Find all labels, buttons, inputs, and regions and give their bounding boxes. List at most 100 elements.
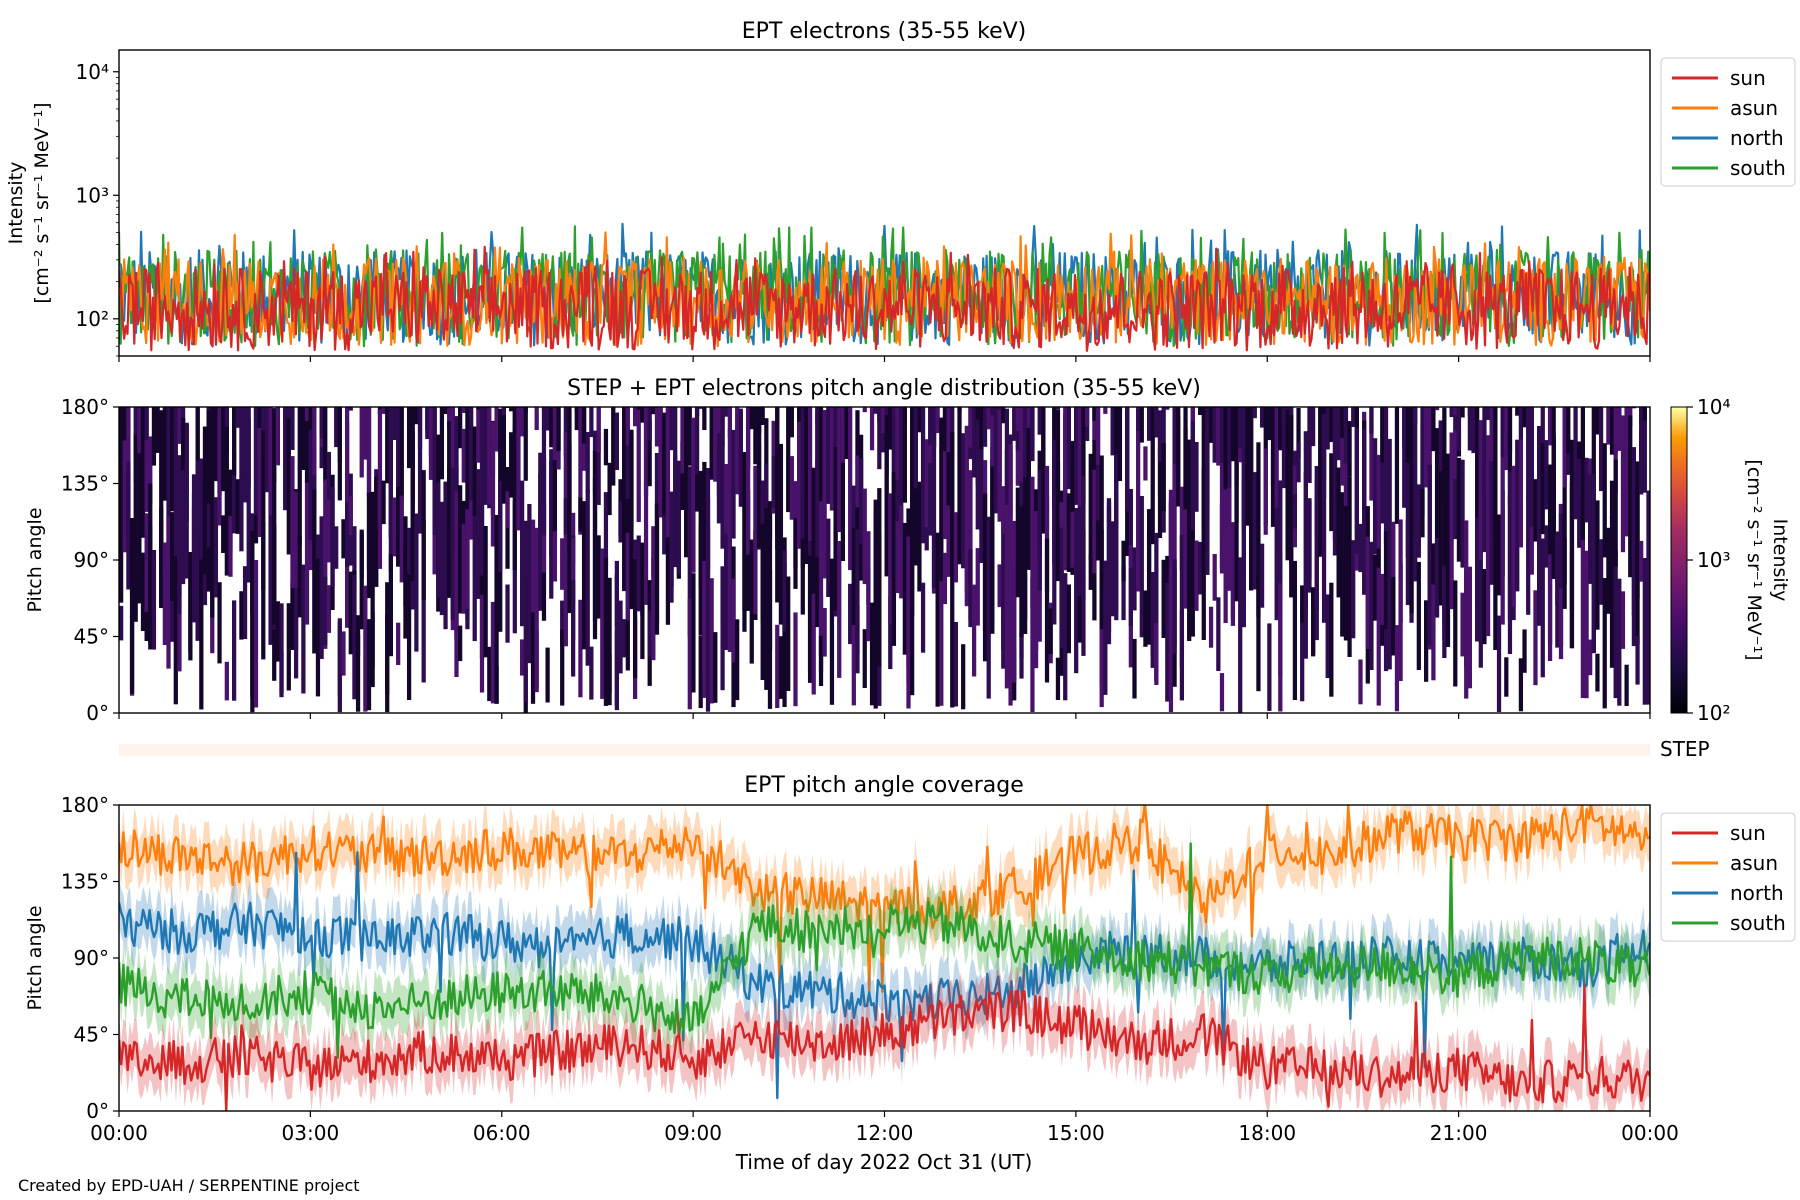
- pad-cell: [837, 407, 842, 533]
- pad-cell: [516, 407, 521, 531]
- pad-cell: [705, 527, 711, 712]
- pad-cell: [210, 439, 215, 618]
- pad-cell: [1500, 407, 1505, 458]
- pad-cell: [1343, 407, 1349, 571]
- pad-cell: [775, 407, 780, 550]
- pad-cell: [1026, 466, 1031, 528]
- pad-cell: [665, 407, 671, 545]
- pad-cell: [1595, 653, 1600, 692]
- pad-cell: [523, 520, 528, 702]
- pad-cell: [191, 508, 197, 623]
- pad-cell: [1482, 407, 1487, 498]
- pad-cell: [869, 407, 875, 451]
- pad-cell: [873, 541, 878, 709]
- pad-cell: [501, 407, 506, 504]
- pad-cell: [910, 492, 915, 616]
- pad-cell: [702, 407, 707, 430]
- pad-cell: [166, 516, 171, 669]
- pad-cell: [1099, 455, 1104, 630]
- pad-cell: [1427, 464, 1432, 646]
- pad-cell: [388, 407, 393, 572]
- pad-cell: [950, 432, 955, 557]
- pad-cell: [640, 407, 645, 423]
- pad-cell: [862, 407, 867, 413]
- pad-cell: [1580, 535, 1585, 698]
- pad-cell: [694, 407, 700, 478]
- panel-coverage: EPT pitch angle coverage 0° 45° 90° 135° 180…: [24, 773, 1796, 1174]
- pad-cell: [1445, 573, 1451, 647]
- pad-cell: [1598, 539, 1604, 605]
- pad-cell: [833, 407, 838, 499]
- pad-cell: [632, 407, 638, 427]
- pad-cell: [159, 519, 164, 608]
- pad-cell: [694, 474, 700, 512]
- pad-cell: [1004, 557, 1010, 689]
- pad-cell: [1533, 479, 1538, 542]
- pad-cell: [476, 555, 481, 599]
- pad-cell: [840, 407, 846, 561]
- pad-cell: [1416, 561, 1421, 670]
- pad-cell: [1278, 480, 1283, 617]
- pad-cell: [1004, 505, 1010, 617]
- panel1-ytick-label: 10²: [76, 307, 109, 331]
- pad-cell: [571, 579, 576, 641]
- pad-cell: [877, 488, 882, 667]
- pad-cell: [527, 504, 532, 664]
- pad-cell: [1114, 453, 1119, 621]
- pad-cell: [1128, 567, 1133, 627]
- pad-cell: [618, 600, 623, 674]
- panel-pad: STEP + EPT electrons pitch angle distrib…: [24, 376, 1791, 725]
- pad-cell: [953, 512, 959, 583]
- pad-cell: [1613, 459, 1618, 567]
- pad-cell: [148, 436, 153, 505]
- pad-cell: [603, 428, 609, 466]
- pad-cell: [1569, 482, 1575, 649]
- pad-cell: [1478, 420, 1483, 561]
- pad-cell: [279, 603, 284, 693]
- panel4-legend: sun asun north south: [1660, 812, 1796, 942]
- pad-cell: [1496, 615, 1502, 712]
- pad-cell: [1052, 440, 1057, 625]
- pad-cell: [939, 417, 944, 582]
- pad-cell: [1154, 532, 1159, 682]
- pad-cell: [1340, 407, 1345, 439]
- pad-cell: [1001, 407, 1006, 424]
- panel2-ytick-label: 180°: [61, 395, 109, 419]
- pad-cell: [348, 407, 353, 411]
- pad-cell: [468, 407, 474, 501]
- pad-cell: [982, 493, 988, 631]
- pad-cell: [1219, 407, 1225, 465]
- pad-cell: [1077, 407, 1082, 507]
- pad-cell: [144, 407, 149, 440]
- pad-cell: [833, 407, 838, 447]
- pad-cell: [622, 407, 627, 592]
- pad-cell: [855, 455, 860, 508]
- pad-cell: [1219, 504, 1225, 574]
- pad-cell: [381, 480, 386, 525]
- pad-cell: [629, 429, 634, 610]
- pad-cell: [370, 612, 375, 688]
- pad-cell: [782, 550, 787, 632]
- pad-cell: [1197, 407, 1203, 415]
- pad-cell: [1504, 657, 1509, 697]
- pad-cell: [345, 501, 350, 567]
- pad-cell: [337, 407, 342, 463]
- pad-cell: [596, 407, 601, 453]
- pad-cell: [1081, 407, 1086, 503]
- pad-cell: [385, 407, 390, 484]
- pad-cell: [957, 407, 962, 565]
- pad-cell: [1044, 465, 1050, 530]
- pad-cell: [425, 407, 430, 439]
- pad-cell: [396, 407, 401, 541]
- pad-cell: [1325, 594, 1330, 678]
- pad-cell: [1157, 430, 1163, 538]
- pad-cell: [1172, 464, 1177, 646]
- pad-cell: [1358, 523, 1363, 573]
- panel4-ytick-label: 135°: [61, 870, 109, 894]
- pad-cell: [764, 544, 769, 690]
- pad-cell: [137, 453, 142, 604]
- pad-cell: [1624, 407, 1629, 420]
- pad-cell: [1482, 569, 1487, 645]
- pad-cell: [399, 407, 404, 501]
- panel2-title: STEP + EPT electrons pitch angle distrib…: [567, 376, 1201, 401]
